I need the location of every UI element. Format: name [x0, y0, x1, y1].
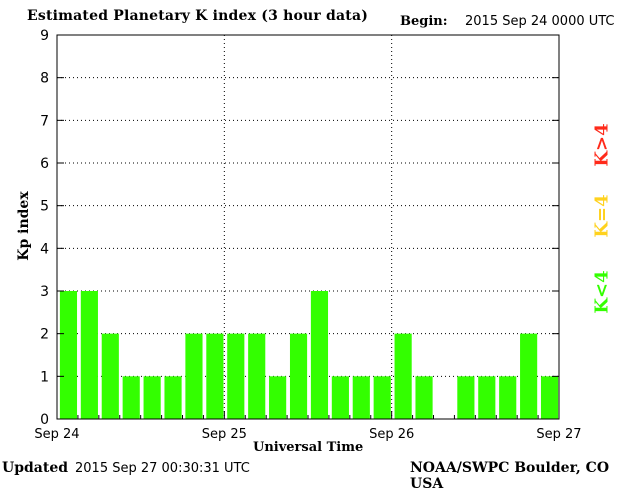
kp-bar [310, 291, 329, 419]
x-tick-label: Sep 27 [536, 427, 581, 442]
kp-bar [185, 333, 203, 419]
begin-value: 2015 Sep 24 0000 UTC [465, 14, 615, 29]
kp-bar [164, 376, 182, 419]
legend-k-equal-4: K=4 [591, 194, 613, 238]
y-tick-label: 4 [40, 241, 49, 257]
credit-text: NOAA/SWPC Boulder, CO USA [410, 460, 610, 492]
x-axis-label: Universal Time [253, 440, 364, 455]
kp-bar [122, 376, 140, 419]
chart-grid [57, 35, 559, 419]
kp-bar [269, 376, 287, 419]
x-tick-labels: Sep 24 Sep 25 Sep 26 Sep 27 [34, 427, 581, 442]
y-tick-label: 8 [40, 71, 49, 87]
plot-frame [56, 34, 560, 420]
chart-bars [59, 291, 559, 419]
kp-bar [352, 376, 370, 419]
kp-bar [289, 333, 308, 419]
begin-label: Begin: [400, 14, 448, 29]
x-tick-label: Sep 25 [202, 427, 247, 442]
y-tick-label: 6 [40, 156, 49, 172]
x-tick-label: Sep 24 [34, 427, 79, 442]
kp-bar [478, 376, 496, 419]
legend-k-greater-4: K>4 [591, 123, 613, 167]
kp-bar [80, 291, 98, 419]
y-tick-labels: 0 1 2 3 4 5 6 7 8 9 [40, 28, 49, 428]
kp-bar [457, 376, 475, 419]
legend-k-less-4: K<4 [591, 270, 613, 314]
kp-bar [248, 333, 266, 419]
kp-bar [227, 333, 245, 419]
kp-bar [394, 333, 412, 419]
x-tick-label: Sep 26 [369, 427, 414, 442]
kp-bar [499, 376, 517, 419]
y-tick-label: 1 [40, 369, 49, 385]
kp-bar [206, 333, 224, 419]
kp-bar [373, 376, 391, 419]
kp-bar [143, 376, 161, 419]
y-tick-label: 0 [40, 412, 49, 428]
y-tick-label: 2 [40, 327, 49, 343]
kp-bar [101, 333, 119, 419]
chart-ticks [56, 34, 560, 420]
y-tick-label: 3 [40, 284, 49, 300]
kp-bar [59, 291, 78, 419]
y-tick-label: 7 [40, 113, 49, 129]
updated-value: 2015 Sep 27 00:30:31 UTC [75, 461, 250, 476]
kp-bar [520, 333, 538, 419]
y-tick-label: 9 [40, 28, 49, 44]
chart-title: Estimated Planetary K index (3 hour data… [27, 8, 369, 24]
kp-bar [331, 376, 349, 419]
kp-bar [540, 376, 559, 419]
updated-label: Updated [2, 460, 69, 476]
kp-bar [415, 376, 433, 419]
y-tick-label: 5 [40, 199, 49, 215]
y-axis-label: Kp index [16, 191, 32, 261]
kp-chart: 0 1 2 3 4 5 6 7 8 9 Sep 24 Sep 25 Sep 26 Sep 27 [34, 28, 581, 442]
